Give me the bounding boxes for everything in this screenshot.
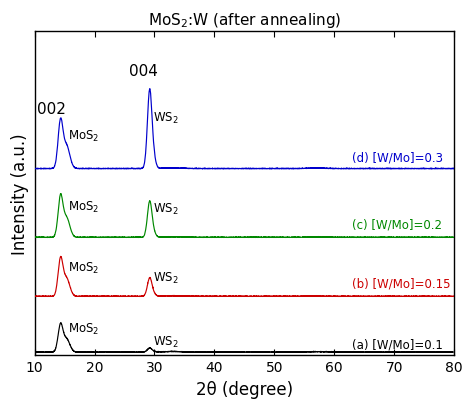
Text: WS$_2$: WS$_2$ bbox=[153, 271, 179, 286]
Text: (a) [W/Mo]=0.1: (a) [W/Mo]=0.1 bbox=[352, 338, 443, 351]
Text: MoS$_2$: MoS$_2$ bbox=[68, 129, 100, 144]
Text: 004: 004 bbox=[129, 64, 158, 79]
Text: WS$_2$: WS$_2$ bbox=[153, 111, 178, 126]
Y-axis label: Intensity (a.u.): Intensity (a.u.) bbox=[11, 133, 29, 254]
Text: WS$_2$: WS$_2$ bbox=[153, 334, 179, 349]
Text: MoS$_2$: MoS$_2$ bbox=[68, 199, 99, 214]
X-axis label: 2θ (degree): 2θ (degree) bbox=[196, 380, 293, 398]
Text: MoS$_2$: MoS$_2$ bbox=[68, 321, 99, 337]
Text: (d) [W/Mo]=0.3: (d) [W/Mo]=0.3 bbox=[352, 151, 443, 164]
Text: MoS$_2$: MoS$_2$ bbox=[68, 260, 99, 275]
Text: WS$_2$: WS$_2$ bbox=[153, 201, 179, 216]
Title: MoS$_2$:W (after annealing): MoS$_2$:W (after annealing) bbox=[147, 11, 341, 30]
Text: (b) [W/Mo]=0.15: (b) [W/Mo]=0.15 bbox=[352, 277, 451, 290]
Text: (c) [W/Mo]=0.2: (c) [W/Mo]=0.2 bbox=[352, 218, 442, 231]
Text: 002: 002 bbox=[37, 102, 66, 117]
